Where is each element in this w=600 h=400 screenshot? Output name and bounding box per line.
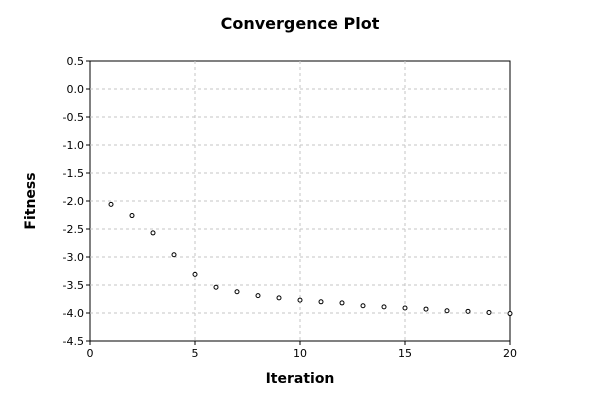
grid — [90, 61, 510, 341]
x-tick-label: 20 — [503, 347, 517, 360]
x-tick-label: 5 — [192, 347, 199, 360]
data-point — [486, 309, 492, 315]
x-tick-label: 15 — [398, 347, 412, 360]
data-point — [108, 201, 114, 207]
y-tick-label: -3.0 — [63, 251, 84, 264]
y-tick-label: 0.5 — [67, 55, 85, 68]
data-point — [465, 308, 471, 314]
y-axis-label: Fitness — [23, 172, 39, 229]
data-point — [276, 295, 282, 301]
y-tick-label: -4.0 — [63, 307, 84, 320]
data-point — [402, 305, 408, 311]
chart-title: Convergence Plot — [221, 14, 380, 33]
data-point — [381, 304, 387, 310]
y-axis-ticks: 0.5 0.0 -0.5 -1.0 -1.5 -2.0 -2.5 -3.0 -3.5 -4.0 -4… — [63, 55, 90, 348]
data-point — [507, 311, 513, 317]
data-point — [360, 303, 366, 309]
data-point — [234, 289, 240, 295]
x-tick-label: 0 — [87, 347, 94, 360]
data-point — [129, 213, 135, 219]
y-tick-label: -1.5 — [63, 167, 84, 180]
data-point — [318, 299, 324, 305]
data-point — [297, 297, 303, 303]
x-axis-ticks: 0 5 10 15 20 — [87, 341, 517, 360]
data-point — [150, 230, 156, 236]
y-tick-label: -4.5 — [63, 335, 84, 348]
y-tick-label: -2.5 — [63, 223, 84, 236]
data-point — [444, 308, 450, 314]
y-tick-label: -1.0 — [63, 139, 84, 152]
y-tick-label: 0.0 — [67, 83, 85, 96]
data-point — [255, 293, 261, 299]
x-tick-label: 10 — [293, 347, 307, 360]
data-point — [213, 284, 219, 290]
data-point — [339, 300, 345, 306]
data-point — [423, 306, 429, 312]
y-tick-label: -0.5 — [63, 111, 84, 124]
data-point — [171, 252, 177, 258]
x-axis-label: Iteration — [266, 371, 335, 387]
data-point — [192, 271, 198, 277]
y-tick-label: -2.0 — [63, 195, 84, 208]
y-tick-label: -3.5 — [63, 279, 84, 292]
data-points — [108, 201, 513, 317]
